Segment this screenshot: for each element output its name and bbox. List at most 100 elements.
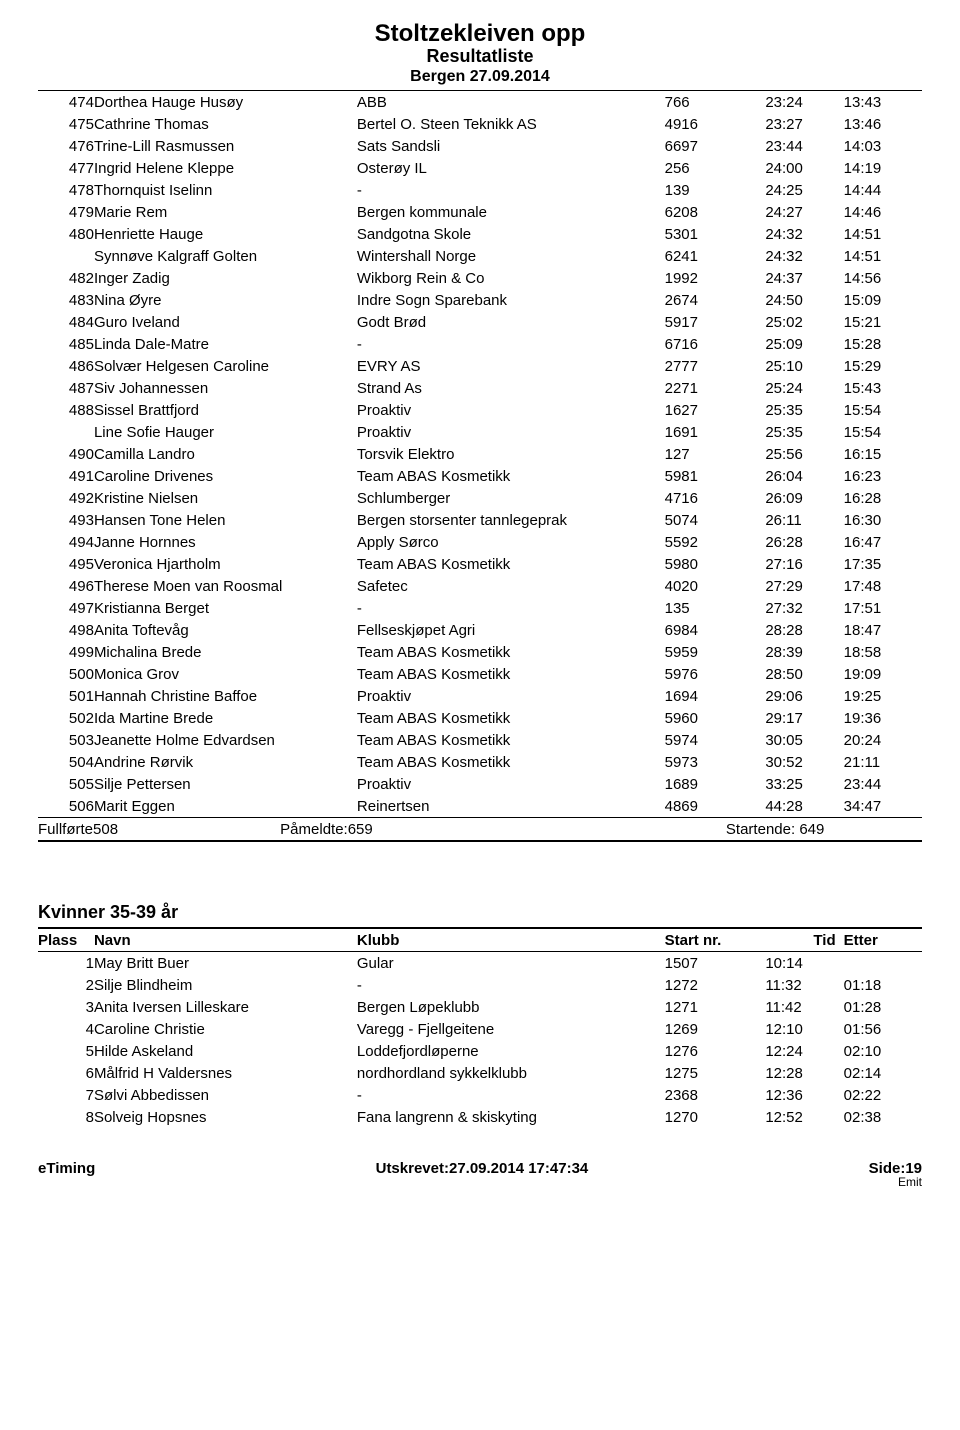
cell-diff: 14:03: [844, 135, 922, 157]
cell-time: 24:32: [765, 245, 843, 267]
cell-place: 491: [38, 465, 94, 487]
cell-name: Linda Dale-Matre: [94, 333, 357, 355]
table-row: 487Siv JohannessenStrand As227125:2415:4…: [38, 377, 922, 399]
cell-start: 1691: [665, 421, 766, 443]
cell-name: Silje Blindheim: [94, 974, 357, 996]
cell-start: 1272: [665, 974, 766, 996]
cell-club: Apply Sørco: [357, 531, 665, 553]
cell-name: Anita Toftevåg: [94, 619, 357, 641]
table-row: Line Sofie HaugerProaktiv169125:3515:54: [38, 421, 922, 443]
cell-place: 484: [38, 311, 94, 333]
cell-club: Godt Brød: [357, 311, 665, 333]
cell-name: Michalina Brede: [94, 641, 357, 663]
cell-time: 12:24: [765, 1040, 843, 1062]
cell-club: Schlumberger: [357, 487, 665, 509]
cell-name: Hilde Askeland: [94, 1040, 357, 1062]
cell-club: EVRY AS: [357, 355, 665, 377]
cell-place: 3: [38, 996, 94, 1018]
cell-start: 256: [665, 157, 766, 179]
table-row: 482Inger ZadigWikborg Rein & Co199224:37…: [38, 267, 922, 289]
cell-place: 1: [38, 952, 94, 975]
cell-time: 25:02: [765, 311, 843, 333]
cell-club: Fana langrenn & skiskyting: [357, 1106, 665, 1128]
cell-diff: 13:46: [844, 113, 922, 135]
cell-diff: 15:09: [844, 289, 922, 311]
cell-diff: 14:51: [844, 223, 922, 245]
table-row: 485Linda Dale-Matre-671625:0915:28: [38, 333, 922, 355]
cell-time: 28:50: [765, 663, 843, 685]
cell-start: 5074: [665, 509, 766, 531]
cell-time: 25:10: [765, 355, 843, 377]
cell-name: Sølvi Abbedissen: [94, 1084, 357, 1106]
event-date: Bergen 27.09.2014: [38, 68, 922, 86]
cell-diff: 02:10: [844, 1040, 922, 1062]
cell-time: 24:50: [765, 289, 843, 311]
table-row: 5Hilde AskelandLoddefjordløperne127612:2…: [38, 1040, 922, 1062]
cell-place: 503: [38, 729, 94, 751]
cell-name: Dorthea Hauge Husøy: [94, 91, 357, 114]
cell-place: 496: [38, 575, 94, 597]
cell-start: 5960: [665, 707, 766, 729]
cell-name: Jeanette Holme Edvardsen: [94, 729, 357, 751]
completed-label: Fullførte: [38, 821, 93, 838]
table-row: 493Hansen Tone HelenBergen storsenter ta…: [38, 509, 922, 531]
cell-start: 1507: [665, 952, 766, 975]
cell-place: 504: [38, 751, 94, 773]
table-row: 475Cathrine ThomasBertel O. Steen Teknik…: [38, 113, 922, 135]
cell-diff: 17:51: [844, 597, 922, 619]
cell-place: 475: [38, 113, 94, 135]
cell-time: 12:10: [765, 1018, 843, 1040]
cell-start: 5981: [665, 465, 766, 487]
cell-start: 6697: [665, 135, 766, 157]
cell-name: Ingrid Helene Kleppe: [94, 157, 357, 179]
cell-time: 27:29: [765, 575, 843, 597]
cell-time: 26:28: [765, 531, 843, 553]
cell-club: Wintershall Norge: [357, 245, 665, 267]
cell-time: 24:32: [765, 223, 843, 245]
cell-time: 26:11: [765, 509, 843, 531]
table-row: 499Michalina BredeTeam ABAS Kosmetikk595…: [38, 641, 922, 663]
cell-club: -: [357, 179, 665, 201]
cell-start: 4716: [665, 487, 766, 509]
cell-start: 1694: [665, 685, 766, 707]
cell-name: Camilla Landro: [94, 443, 357, 465]
cell-place: 2: [38, 974, 94, 996]
cell-start: 139: [665, 179, 766, 201]
cell-time: 25:35: [765, 421, 843, 443]
cell-club: Bergen Løpeklubb: [357, 996, 665, 1018]
cell-diff: 15:54: [844, 421, 922, 443]
cell-start: 5974: [665, 729, 766, 751]
cell-name: Solveig Hopsnes: [94, 1106, 357, 1128]
cell-diff: 15:28: [844, 333, 922, 355]
cell-diff: 16:28: [844, 487, 922, 509]
cell-club: Team ABAS Kosmetikk: [357, 641, 665, 663]
cell-name: Anita Iversen Lilleskare: [94, 996, 357, 1018]
cell-start: 1276: [665, 1040, 766, 1062]
table-row: 490Camilla LandroTorsvik Elektro12725:56…: [38, 443, 922, 465]
col-diff-header: Etter: [844, 928, 922, 952]
cell-time: 25:56: [765, 443, 843, 465]
cell-time: 29:06: [765, 685, 843, 707]
cell-place: 474: [38, 91, 94, 114]
cell-club: Fellseskjøpet Agri: [357, 619, 665, 641]
cell-name: Sissel Brattfjord: [94, 399, 357, 421]
cell-diff: 19:36: [844, 707, 922, 729]
cell-diff: 14:19: [844, 157, 922, 179]
cell-club: Team ABAS Kosmetikk: [357, 729, 665, 751]
cell-time: 12:52: [765, 1106, 843, 1128]
cell-start: 2777: [665, 355, 766, 377]
cell-start: 6984: [665, 619, 766, 641]
table-row: 483Nina ØyreIndre Sogn Sparebank267424:5…: [38, 289, 922, 311]
cell-place: 492: [38, 487, 94, 509]
cell-place: [38, 245, 94, 267]
cell-name: Kristianna Berget: [94, 597, 357, 619]
cell-place: 5: [38, 1040, 94, 1062]
cell-diff: 17:35: [844, 553, 922, 575]
cell-place: 493: [38, 509, 94, 531]
cell-club: Osterøy IL: [357, 157, 665, 179]
table-row: 2Silje Blindheim-127211:3201:18: [38, 974, 922, 996]
cell-diff: 15:21: [844, 311, 922, 333]
cell-name: Veronica Hjartholm: [94, 553, 357, 575]
table-row: 1May Britt BuerGular150710:14: [38, 952, 922, 975]
cell-start: 1689: [665, 773, 766, 795]
